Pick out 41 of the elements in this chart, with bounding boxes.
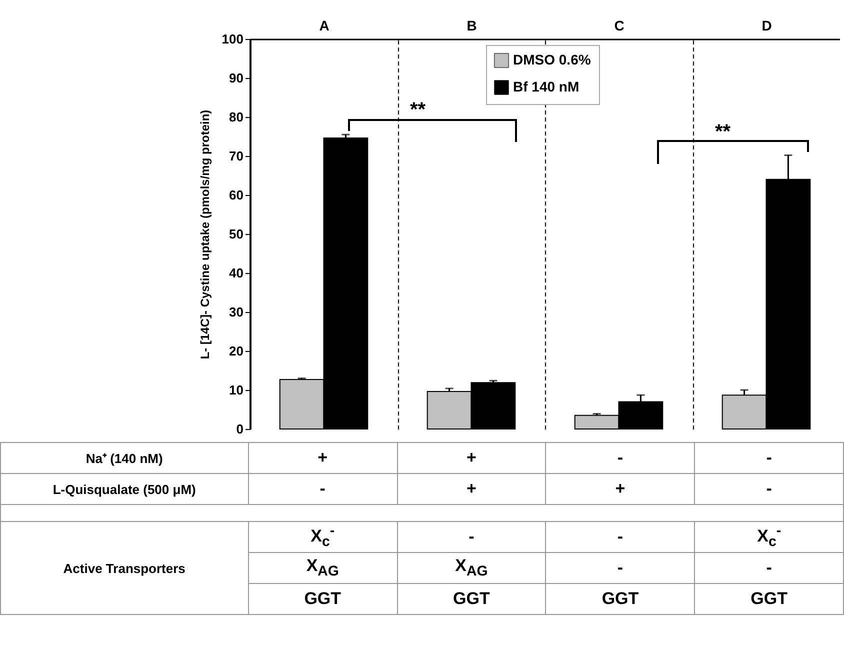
text: - (694, 474, 844, 504)
text: GGT (248, 584, 398, 614)
text: - (546, 442, 695, 474)
annotation: ** (715, 121, 731, 143)
text: Na⁺ (140 nM) (0, 442, 248, 474)
text: L-Quisqualate (500 μM) (0, 474, 248, 504)
text: X$_{AG}$ (248, 552, 398, 584)
y-tick-label: 60 (229, 188, 244, 202)
text: + (248, 442, 398, 474)
y-tick-label: 80 (229, 110, 244, 124)
legend-label: DMSO 0.6% (513, 52, 592, 68)
y-tick-label: 20 (229, 344, 244, 358)
text: GGT (694, 584, 844, 614)
y-tick-label: 40 (229, 266, 244, 280)
x-tick-label: A (319, 18, 330, 34)
annotation: ** (410, 99, 426, 121)
y-tick-label: 10 (229, 382, 244, 398)
y-tick-label: 90 (229, 70, 244, 86)
y-tick-label: 70 (229, 148, 244, 164)
text: + (397, 474, 546, 504)
text: - (546, 552, 695, 584)
text: + (397, 442, 546, 474)
x-tick-label: D (762, 18, 772, 34)
text: GGT (397, 584, 546, 614)
x-tick-label: B (466, 18, 477, 34)
legend-label: Bf 140 nM (513, 78, 580, 94)
text: - (397, 522, 546, 552)
text: - (248, 474, 398, 504)
x-tick-label: C (614, 18, 624, 34)
y-axis-title: L- [14C]- Cystine uptake (pmols/mg protein) (198, 110, 212, 360)
y-tick-label: 50 (229, 226, 244, 242)
text: - (694, 552, 844, 584)
y-tick-label: 30 (229, 304, 244, 320)
text: X$_{AG}$ (397, 552, 546, 584)
text: + (546, 474, 695, 504)
text: - (546, 522, 695, 552)
text: GGT (546, 584, 695, 614)
text: Active Transporters (0, 522, 248, 614)
y-tick-label: 0 (236, 422, 244, 436)
y-tick-label: 100 (222, 32, 244, 46)
text: - (694, 442, 844, 474)
